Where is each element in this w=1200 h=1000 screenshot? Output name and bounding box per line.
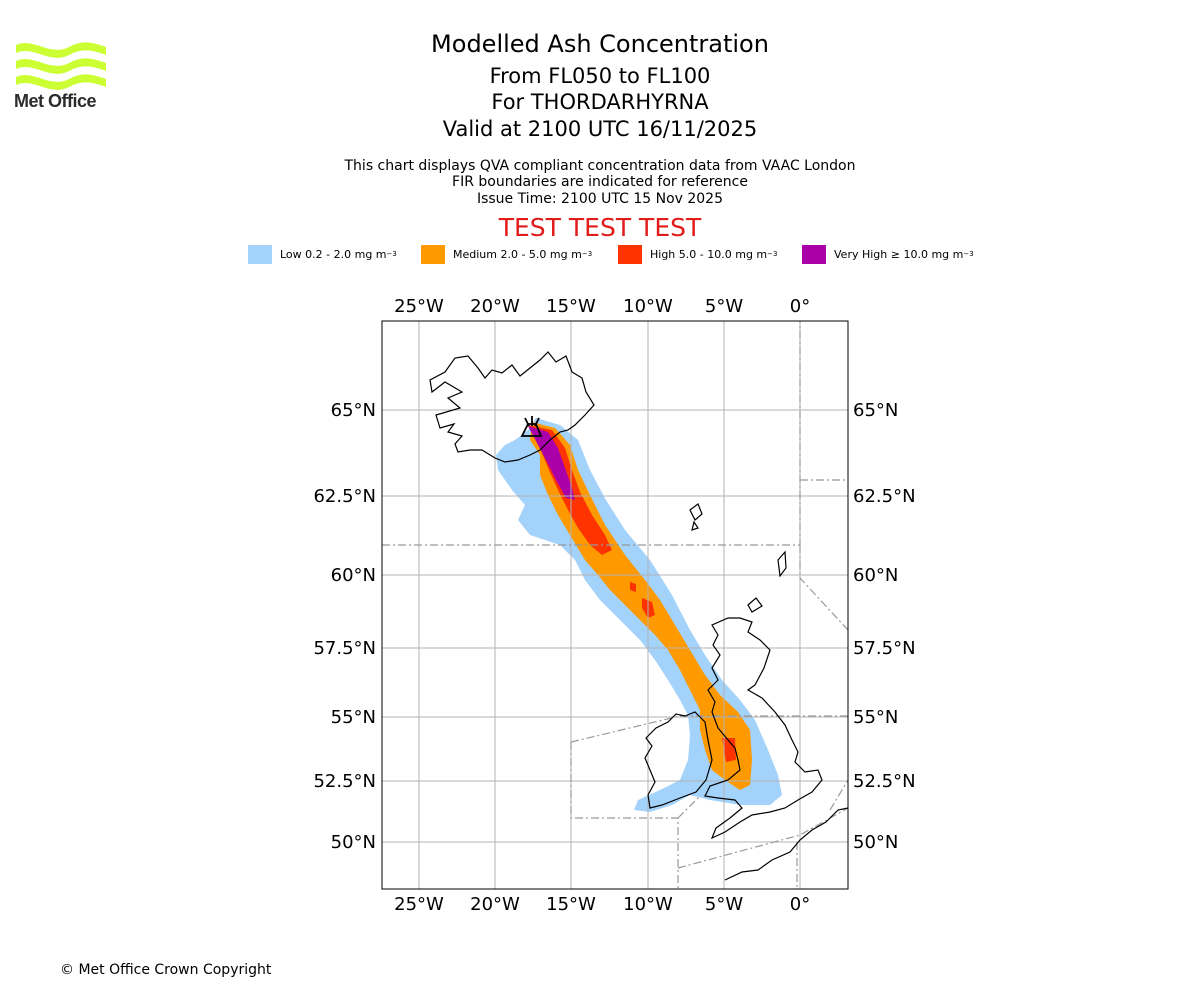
france-coast	[724, 807, 848, 881]
shetland-islands	[777, 550, 787, 578]
coastlines	[429, 351, 848, 881]
copyright-notice: © Met Office Crown Copyright	[60, 962, 272, 978]
lat-label-right-65n: 65°N	[853, 400, 898, 421]
faroe-islands	[689, 503, 703, 531]
lat-label-right-62-5n: 62.5°N	[853, 486, 916, 507]
lon-label-top-10w: 10°W	[623, 296, 673, 317]
lat-label-right-52-5n: 52.5°N	[853, 771, 916, 792]
met-office-logo-text: Met Office	[14, 91, 97, 111]
lon-label-top-20w: 20°W	[470, 296, 520, 317]
lon-label-bottom-20w: 20°W	[470, 894, 520, 915]
chart-title: Modelled Ash Concentration	[431, 30, 769, 58]
legend-medium-label: Medium 2.0 - 5.0 mg m	[453, 247, 582, 261]
legend-very-high: Very High ≥ 10.0 mg m −3	[802, 244, 974, 264]
legend-very-high-label: Very High ≥ 10.0 mg m	[834, 247, 964, 261]
lon-label-bottom-10w: 10°W	[623, 894, 673, 915]
lat-label-right-60n: 60°N	[853, 565, 898, 586]
volcano-icon	[520, 416, 543, 437]
lon-label-bottom-25w: 25°W	[394, 894, 444, 915]
uk-coast	[704, 617, 823, 840]
iceland-coast	[429, 351, 595, 463]
met-office-logo-icon	[16, 42, 106, 90]
info-line-2: FIR boundaries are indicated for referen…	[452, 174, 748, 190]
lon-label-bottom-5w: 5°W	[705, 894, 743, 915]
legend-low-label: Low 0.2 - 2.0 mg m	[280, 247, 387, 261]
lat-label-left-55n: 55°N	[331, 707, 376, 728]
lat-label-left-65n: 65°N	[331, 400, 376, 421]
ireland-coast	[644, 711, 713, 809]
lat-label-right-57-5n: 57.5°N	[853, 638, 916, 659]
legend-low-swatch	[248, 244, 272, 264]
lat-label-left-62-5n: 62.5°N	[313, 486, 376, 507]
lon-label-top-25w: 25°W	[394, 296, 444, 317]
valid-time: Valid at 2100 UTC 16/11/2025	[442, 117, 758, 141]
legend-medium-unit: −3	[581, 250, 593, 258]
lon-label-top-15w: 15°W	[546, 296, 596, 317]
legend-high-label: High 5.0 - 10.0 mg m	[650, 247, 768, 261]
orkney-islands	[747, 597, 763, 613]
ash-high-patch-3	[630, 582, 636, 592]
legend-high-swatch	[618, 244, 642, 264]
fir-boundaries	[382, 321, 848, 889]
legend-very-high-unit: −3	[963, 250, 974, 258]
lat-label-left-50n: 50°N	[331, 832, 376, 853]
lon-label-top-5w: 5°W	[705, 296, 743, 317]
legend-high-unit: −3	[767, 250, 778, 258]
lon-label-bottom-15w: 15°W	[546, 894, 596, 915]
lat-label-right-55n: 55°N	[853, 707, 898, 728]
legend-very-high-swatch	[802, 244, 826, 264]
ash-high-patch-2	[722, 738, 736, 762]
lat-label-left-57-5n: 57.5°N	[313, 638, 376, 659]
volcano-name: For THORDARHYRNA	[491, 90, 709, 114]
legend-medium-swatch	[421, 244, 445, 264]
lat-label-left-60n: 60°N	[331, 565, 376, 586]
legend-high: High 5.0 - 10.0 mg m −3	[618, 244, 777, 264]
ash-very-high-region	[528, 426, 575, 500]
lon-label-top-0: 0°	[790, 296, 810, 317]
lon-label-bottom-0: 0°	[790, 894, 810, 915]
flight-levels: From FL050 to FL100	[489, 64, 711, 88]
legend-low: Low 0.2 - 2.0 mg m −3	[248, 244, 397, 264]
info-line-1: This chart displays QVA compliant concen…	[344, 158, 856, 174]
ash-map: 25°W 20°W 15°W 10°W 5°W 0° 25°W 20°W 15°…	[313, 296, 916, 915]
lat-label-left-52-5n: 52.5°N	[313, 771, 376, 792]
map-frame	[381, 320, 849, 890]
legend-medium: Medium 2.0 - 5.0 mg m −3	[421, 244, 592, 264]
test-banner: TEST TEST TEST	[498, 213, 702, 242]
lat-label-right-50n: 50°N	[853, 832, 898, 853]
legend-low-unit: −3	[386, 250, 397, 258]
issue-time: Issue Time: 2100 UTC 15 Nov 2025	[476, 191, 724, 207]
